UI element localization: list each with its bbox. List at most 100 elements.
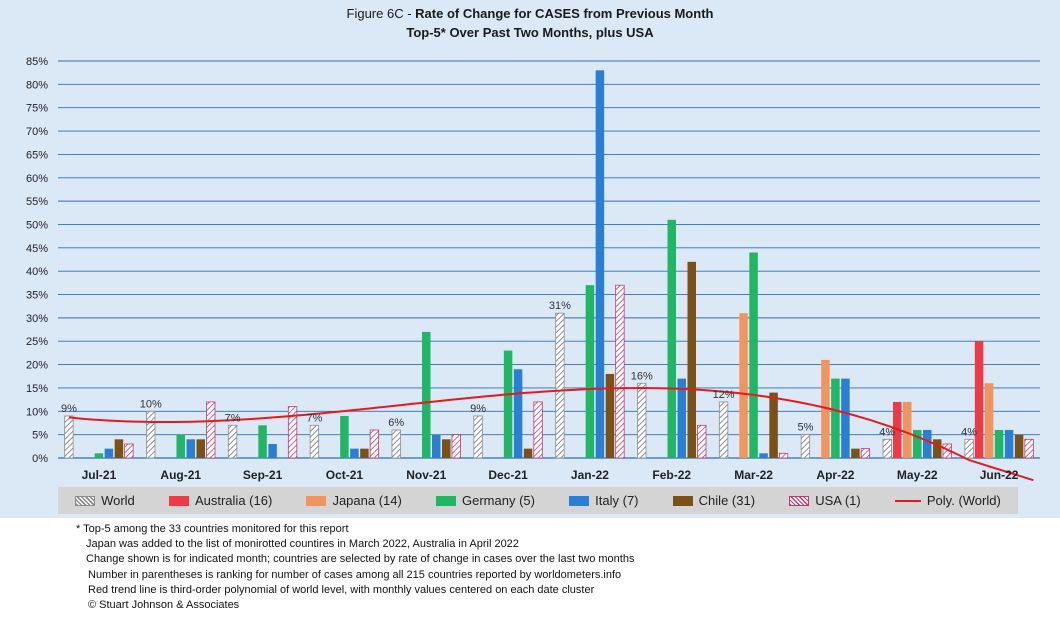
bar-germany-5 <box>585 285 595 458</box>
title-prefix: Figure 6C - <box>346 6 416 21</box>
legend-item-usa: USA (1) <box>789 493 861 508</box>
bar-world <box>309 424 320 459</box>
grid-layer <box>58 60 1040 459</box>
bar-chile-31 <box>523 448 533 458</box>
bar-germany-5 <box>422 331 431 458</box>
bar-usa-1 <box>369 429 380 459</box>
bar-germany-5 <box>667 219 676 458</box>
trend-layer <box>68 386 1034 482</box>
bar-usa-1 <box>1024 438 1034 459</box>
bar-usa-1 <box>615 284 625 459</box>
y-tick-label: 45% <box>26 243 48 255</box>
bar-chile-31 <box>933 439 942 458</box>
bar-australia-16 <box>974 341 984 458</box>
bar-italy-7 <box>104 448 114 458</box>
legend-swatch-usa <box>789 495 810 506</box>
title-main: Rate of Change for CASES from Previous M… <box>415 6 714 21</box>
x-tick-label: Jan-22 <box>571 468 609 482</box>
y-tick-label: 75% <box>26 103 48 115</box>
x-tick-label: Dec-21 <box>488 468 528 482</box>
y-tick-label: 35% <box>26 290 48 302</box>
bar-germany-5 <box>176 434 185 458</box>
data-label-world: 6% <box>388 417 404 429</box>
legend-swatch-germany <box>436 495 457 506</box>
chart-legend: World Australia (16) Japana (14) Germany… <box>58 487 1018 514</box>
y-tick-label: 30% <box>26 313 48 325</box>
bar-germany-5 <box>749 252 758 458</box>
legend-swatch-world <box>75 495 96 506</box>
legend-label-italy: Italy (7) <box>595 493 639 508</box>
legend-label-usa: USA (1) <box>815 493 861 508</box>
footnote-line: * Top-5 among the 33 countries monitored… <box>76 523 349 535</box>
bar-usa-1 <box>451 434 461 459</box>
y-tick-label: 65% <box>26 149 48 161</box>
x-tick-label: Nov-21 <box>406 468 446 482</box>
y-tick-label: 50% <box>26 219 48 231</box>
trend-line-tail <box>968 459 1034 482</box>
bar-usa-1 <box>533 401 543 459</box>
bar-world <box>800 434 811 459</box>
bar-world <box>637 382 647 459</box>
footnote-line: Change shown is for indicated month; cou… <box>86 553 635 566</box>
bar-world <box>718 401 729 459</box>
bar-germany-5 <box>94 453 104 458</box>
data-label-world: 31% <box>549 300 571 312</box>
subtitle-text: Top-5* Over Past Two Months, plus USA <box>406 25 654 40</box>
y-tick-label: 80% <box>26 79 48 91</box>
footnote-line: © Stuart Johnson & Associates <box>88 599 240 612</box>
bar-world <box>227 424 238 459</box>
legend-swatch-chile <box>672 495 693 506</box>
legend-swatch-italy <box>569 495 590 506</box>
legend-swatch-australia <box>168 495 189 506</box>
bar-usa-1 <box>697 424 707 459</box>
bar-world <box>882 438 892 459</box>
bar-germany-5 <box>258 425 267 458</box>
legend-item-australia: Australia (16) <box>168 493 272 508</box>
bar-italy-7 <box>186 439 195 458</box>
bar-world <box>64 415 74 459</box>
bar-japana-14 <box>821 359 830 458</box>
bar-usa-1 <box>124 443 134 459</box>
y-tick-label: 10% <box>26 406 48 418</box>
data-label-world: 5% <box>797 422 813 434</box>
legend-label-chile: Chile (31) <box>698 493 756 508</box>
legend-swatch-japan <box>306 495 327 506</box>
bar-germany-5 <box>340 415 349 458</box>
bar-chile-31 <box>114 439 124 458</box>
y-tick-label: 20% <box>26 360 48 372</box>
legend-label-germany: Germany (5) <box>462 493 535 508</box>
y-tick-label: 0% <box>32 453 48 465</box>
bar-italy-7 <box>1004 429 1014 458</box>
bar-chile-31 <box>1014 434 1024 458</box>
data-label-world: 10% <box>140 398 162 410</box>
y-tick-label: 15% <box>26 383 48 395</box>
legend-item-chile: Chile (31) <box>672 493 756 508</box>
bar-italy-7 <box>759 453 768 458</box>
bar-chile-31 <box>360 448 369 458</box>
bar-italy-7 <box>513 369 523 458</box>
x-tick-label: Sep-21 <box>243 468 283 482</box>
bar-italy-7 <box>350 448 359 458</box>
y-tick-label: 25% <box>26 336 48 348</box>
bar-chile-31 <box>196 439 205 458</box>
legend-label-world: World <box>101 493 135 508</box>
bar-usa-1 <box>860 448 871 459</box>
legend-item-world: World <box>75 493 135 508</box>
data-label-world: 4% <box>879 426 895 438</box>
chart-plot: 0% 5% 10% 15% 20% 25% 30% 35% 40% 45% 50% 55% 60% 65%… <box>26 56 1040 482</box>
bar-world <box>555 312 565 459</box>
bar-germany-5 <box>913 429 922 458</box>
bar-italy-7 <box>841 378 850 458</box>
legend-item-italy: Italy (7) <box>569 493 639 508</box>
bar-chile-31 <box>851 448 860 458</box>
y-tick-label: 85% <box>26 56 48 68</box>
x-tick-label: May-22 <box>897 468 938 482</box>
bar-world <box>391 429 401 459</box>
bar-italy-7 <box>923 429 932 458</box>
bar-italy-7 <box>432 434 441 458</box>
labels-layer: 0% 5% 10% 15% 20% 25% 30% 35% 40% 45% 50% 55% 60% 65%… <box>26 56 1019 482</box>
bar-world <box>964 438 974 459</box>
y-tick-label: 70% <box>26 126 48 138</box>
y-tick-label: 60% <box>26 173 48 185</box>
x-tick-label: Jun-22 <box>980 468 1019 482</box>
